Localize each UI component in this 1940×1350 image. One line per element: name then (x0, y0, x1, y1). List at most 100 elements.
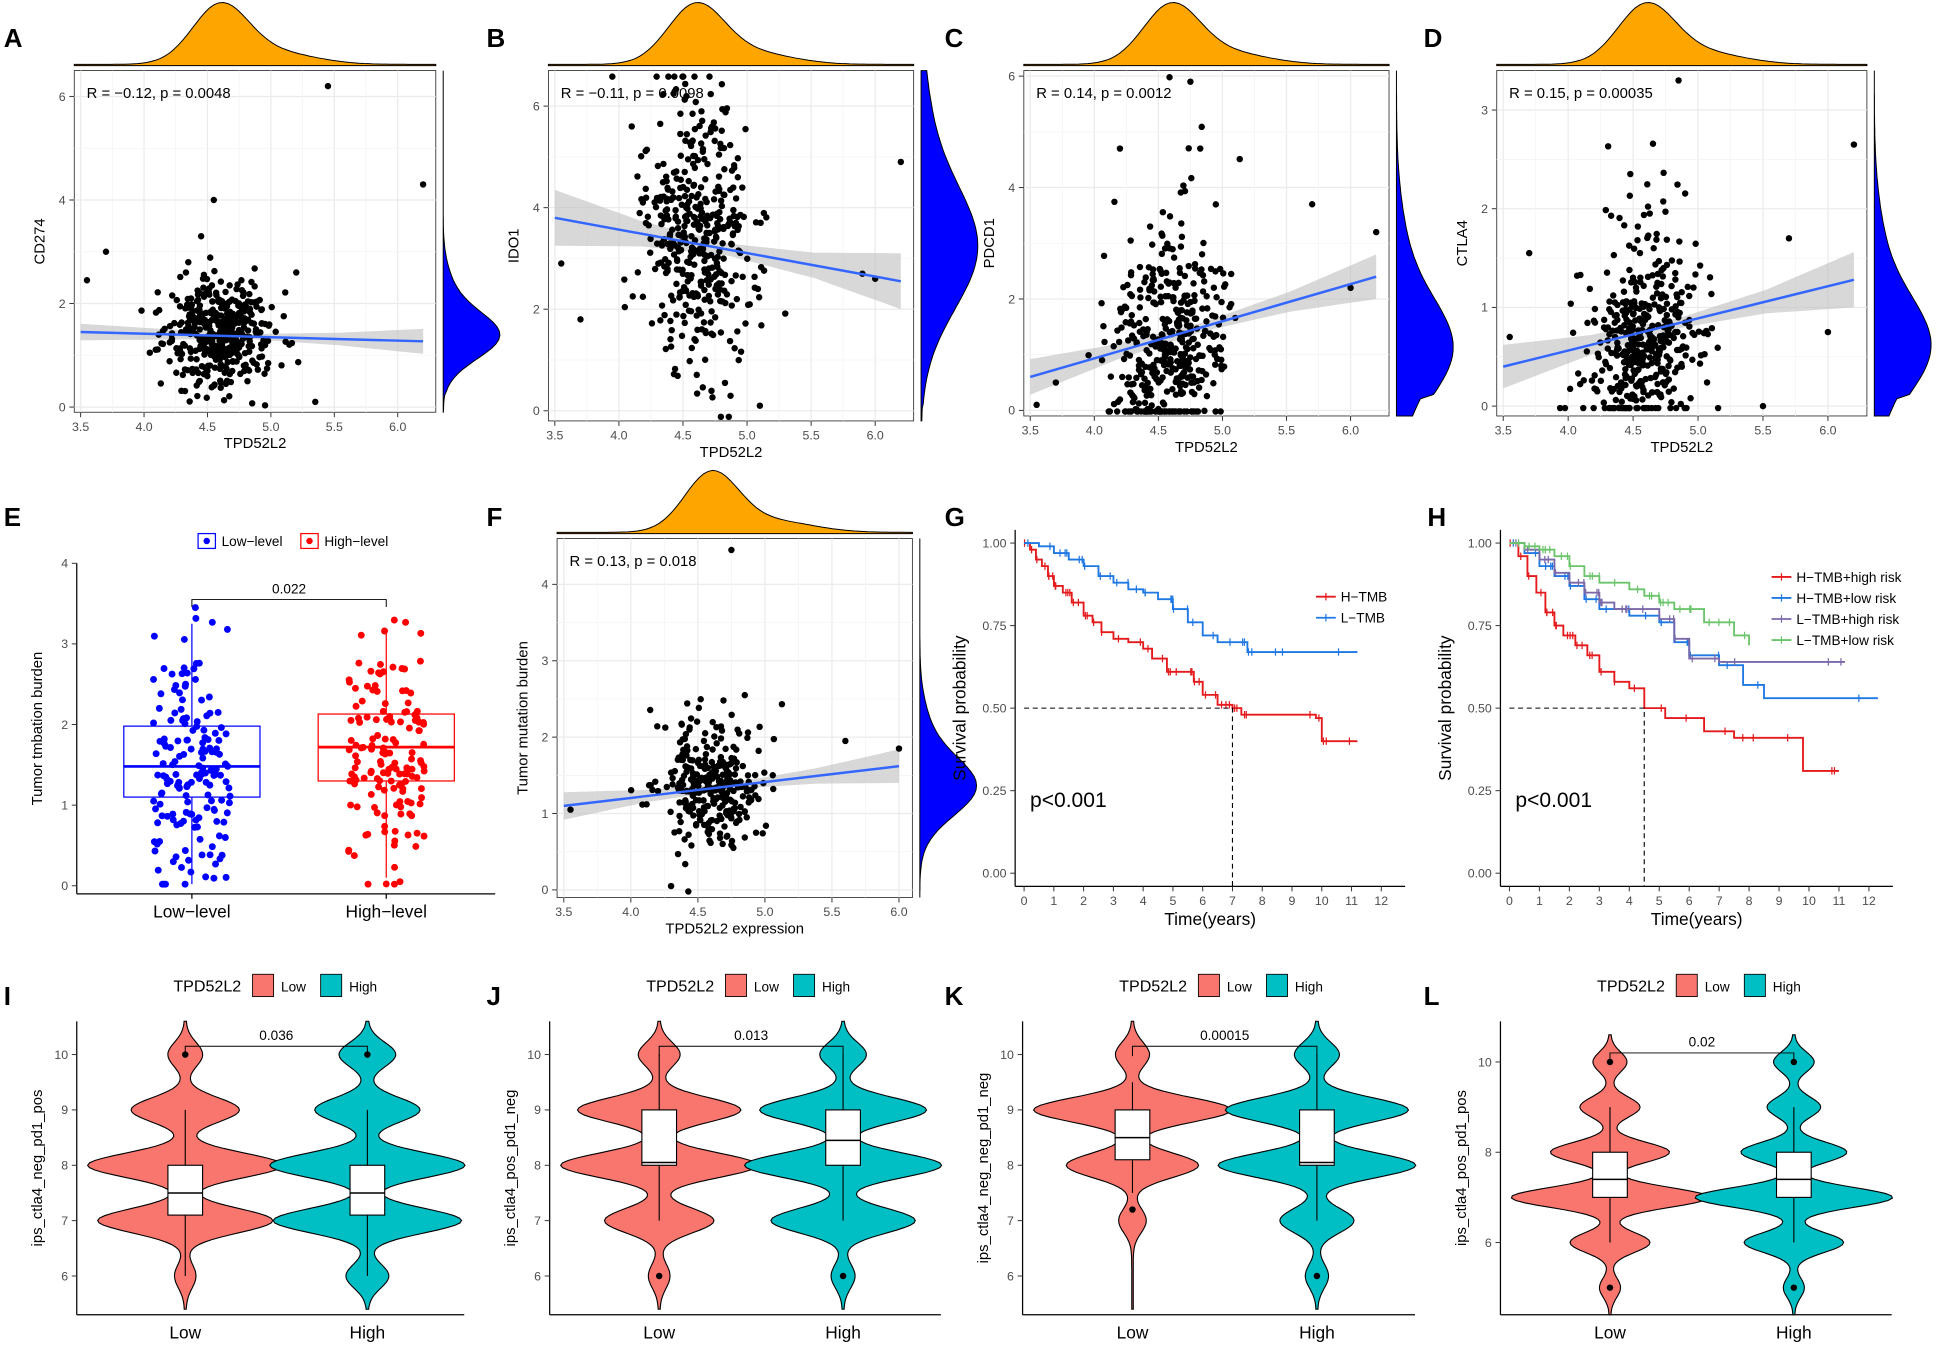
data-point (1597, 377, 1605, 385)
panel-label: D (1424, 23, 1443, 53)
data-point (700, 319, 708, 326)
jitter-point (350, 852, 358, 860)
panel-label: E (4, 502, 21, 532)
data-point (728, 546, 735, 554)
x-marginal-density (556, 469, 913, 535)
jitter-point (205, 693, 213, 701)
data-point (727, 760, 735, 767)
data-point (1610, 404, 1618, 412)
jitter-point (390, 880, 398, 888)
data-point (1111, 198, 1118, 206)
data-point (1651, 373, 1659, 381)
data-point (699, 148, 707, 155)
jitter-point (224, 762, 232, 770)
jitter-point (160, 665, 168, 672)
data-point (728, 302, 735, 309)
data-point (1657, 391, 1664, 398)
y-tick-label: 9 (61, 1103, 68, 1117)
data-point (659, 179, 667, 186)
data-point (732, 272, 739, 279)
y-tick-label: 0.75 (1468, 619, 1492, 633)
data-point (173, 296, 181, 304)
data-point (1133, 339, 1140, 346)
data-point (649, 786, 656, 794)
data-point (1759, 402, 1767, 410)
data-point (673, 256, 681, 263)
data-point (1166, 279, 1173, 286)
data-point (157, 380, 165, 387)
jitter-point (387, 777, 395, 785)
x-tick-label: 7 (1229, 894, 1236, 908)
data-point (1217, 408, 1224, 415)
data-point (1200, 239, 1207, 247)
data-point (1175, 279, 1182, 287)
jitter-point (151, 847, 159, 855)
data-point (720, 255, 727, 262)
jitter-point (391, 863, 399, 871)
jitter-point (367, 667, 375, 675)
x-tick-label: 8 (1259, 894, 1266, 908)
data-point (558, 260, 565, 267)
x-tick-label: 6 (1686, 894, 1693, 908)
x-tick-label: 12 (1374, 894, 1388, 908)
jitter-point (168, 670, 176, 678)
data-point (1159, 374, 1166, 381)
data-point (690, 152, 697, 160)
data-point (241, 349, 249, 357)
jitter-point (163, 775, 171, 783)
jitter-point (152, 750, 160, 758)
data-point (698, 117, 706, 125)
data-point (1136, 328, 1144, 335)
data-point (685, 807, 692, 815)
data-point (756, 723, 763, 731)
data-point (211, 364, 219, 371)
jitter-point (408, 765, 416, 773)
jitter-point (367, 769, 375, 777)
data-point (1610, 292, 1617, 299)
jitter-point (398, 665, 406, 672)
outlier-point (839, 1272, 847, 1280)
data-point (1181, 350, 1189, 357)
jitter-point (404, 798, 412, 805)
data-point (709, 746, 716, 753)
data-point (683, 700, 691, 707)
jitter-point (373, 775, 381, 783)
data-point (663, 198, 670, 205)
data-point (1591, 372, 1598, 379)
data-point (1181, 408, 1188, 415)
data-point (690, 213, 698, 221)
data-point (1180, 297, 1187, 304)
y-tick-label: 8 (1007, 1159, 1014, 1173)
data-point (224, 299, 232, 307)
data-point (770, 785, 777, 793)
jitter-point (416, 800, 424, 808)
panel-label: B (487, 23, 506, 53)
data-point (697, 213, 704, 220)
y-tick-label: 0.00 (1468, 867, 1492, 881)
data-point (1704, 330, 1712, 338)
data-point (676, 780, 683, 787)
data-point (159, 340, 167, 348)
jitter-point (182, 808, 190, 816)
jitter-point (172, 771, 180, 778)
p-value: p<0.001 (1030, 789, 1107, 812)
data-point (721, 379, 729, 387)
jitter-point (157, 790, 165, 798)
data-point (709, 331, 717, 339)
data-point (282, 289, 289, 296)
legend-label: High (1773, 980, 1801, 995)
data-point (1645, 392, 1652, 399)
jitter-point (418, 794, 426, 802)
data-point (1663, 378, 1670, 386)
jitter-point (183, 669, 191, 677)
x-tick-label: 11 (1345, 894, 1358, 908)
y-tick-label: 2 (1481, 202, 1488, 216)
jitter-point (199, 739, 207, 747)
data-point (154, 289, 161, 296)
data-point (1653, 230, 1660, 238)
data-point (1184, 345, 1191, 353)
data-point (688, 344, 696, 352)
data-point (758, 322, 765, 329)
y-tick-label: 10 (1000, 1048, 1014, 1062)
data-point (213, 348, 221, 355)
